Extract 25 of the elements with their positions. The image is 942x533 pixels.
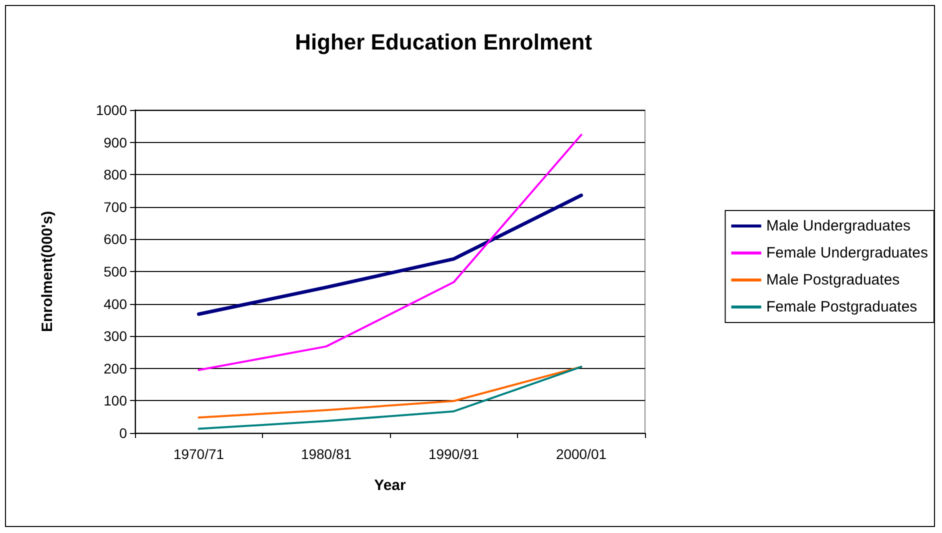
y-tick-label: 400 (104, 296, 128, 312)
legend-label: Male Undergraduates (766, 218, 911, 234)
y-tick-label: 500 (104, 264, 128, 280)
x-tick-label: 1980/81 (300, 446, 352, 462)
y-tick-label: 800 (104, 166, 128, 183)
y-tick-label: 0 (119, 425, 128, 441)
chart-title: Higher Education Enrolment (295, 30, 593, 54)
y-tick-label: 600 (104, 231, 128, 248)
y-tick-label: 900 (104, 134, 128, 150)
y-tick-label: 300 (104, 328, 128, 344)
legend-label: Female Postgraduates (766, 298, 918, 316)
y-tick-label: 100 (104, 392, 128, 409)
y-tick-label: 700 (104, 198, 128, 215)
y-axis-title: Enrolment(000's) (39, 210, 56, 332)
x-tick-label: 1990/91 (428, 446, 480, 462)
x-tick-label: 1970/71 (173, 446, 224, 462)
line-series (198, 134, 582, 372)
line-series (198, 366, 582, 430)
x-tick-label: 2000/01 (556, 446, 607, 462)
y-tick-label: 1000 (96, 102, 128, 118)
line-series (197, 194, 583, 316)
y-tick-label: 200 (104, 360, 128, 376)
legend-label: Male Postgraduates (766, 272, 900, 288)
legend-label: Female Undergraduates (766, 244, 928, 262)
x-axis-title: Year (374, 477, 406, 494)
